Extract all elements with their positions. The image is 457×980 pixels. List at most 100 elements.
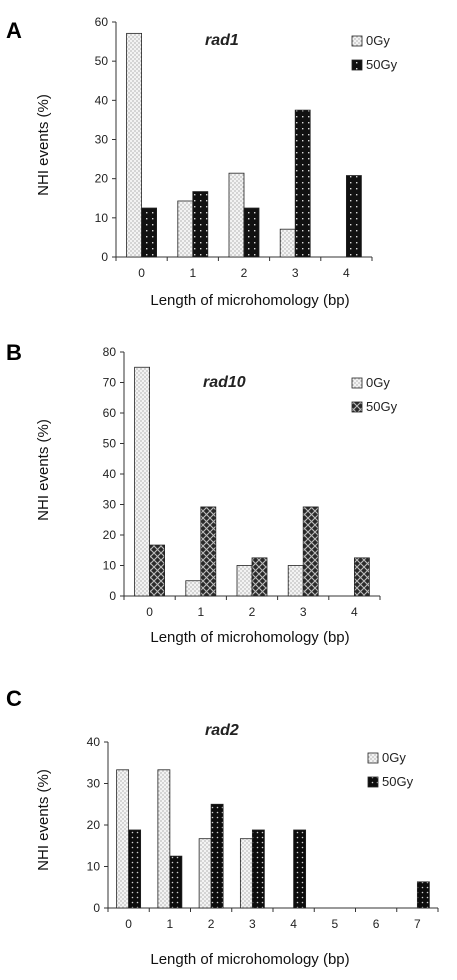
x-tick-label: 7 <box>414 917 421 931</box>
y-tick-label: 20 <box>95 172 109 186</box>
x-tick-label: 0 <box>146 605 153 619</box>
y-tick-label: 10 <box>95 211 109 225</box>
bar-0gy-2 <box>236 565 253 597</box>
legend-swatch-50gy <box>367 776 379 788</box>
x-tick-label: 0 <box>138 266 145 280</box>
bar-0gy-3 <box>287 565 304 597</box>
x-tick-label: 4 <box>343 266 350 280</box>
bar-50gy-3 <box>294 109 311 258</box>
y-tick-label: 60 <box>95 15 109 29</box>
bar-0gy-3 <box>239 838 253 909</box>
x-tick-label: 1 <box>197 605 204 619</box>
chart-title-a: rad1 <box>205 32 239 49</box>
legend-label-50gy: 50Gy <box>366 399 398 414</box>
x-tick-label: 3 <box>249 917 256 931</box>
x-tick-label: 3 <box>292 266 299 280</box>
y-tick-label: 40 <box>87 735 101 749</box>
bar-0gy-1 <box>157 769 171 909</box>
bar-50gy-3 <box>302 506 319 597</box>
panel-letter-a: A <box>6 18 22 43</box>
bar-50gy-1 <box>192 191 209 258</box>
y-tick-label: 30 <box>103 498 117 512</box>
y-tick-label: 0 <box>109 589 116 603</box>
legend-swatch-50gy <box>351 59 363 71</box>
chart-panel-b: B rad10 NHI events (%) Length of microho… <box>6 340 398 646</box>
chart-panel-c: C rad2 NHI events (%) Length of microhom… <box>6 686 439 968</box>
x-axis-label-a: Length of microhomology (bp) <box>150 292 349 309</box>
bar-0gy-0 <box>134 366 151 597</box>
bar-0gy-2 <box>198 838 212 909</box>
axes-a: 0 10 20 30 40 50 60 0 1 2 3 4 <box>95 15 373 280</box>
x-tick-label: 0 <box>125 917 132 931</box>
chart-title-b: rad10 <box>203 374 246 391</box>
y-tick-label: 20 <box>87 818 101 832</box>
y-tick-label: 50 <box>95 54 109 68</box>
bars-a <box>126 32 362 258</box>
bar-50gy-3 <box>251 829 265 909</box>
legend-label-50gy: 50Gy <box>382 774 414 789</box>
legend-label-50gy: 50Gy <box>366 57 398 72</box>
y-tick-label: 50 <box>103 437 117 451</box>
bar-50gy-0 <box>149 544 166 597</box>
bar-50gy-2 <box>210 803 224 909</box>
x-tick-label: 2 <box>249 605 256 619</box>
y-tick-label: 40 <box>95 93 109 107</box>
y-axis-label-a: NHI events (%) <box>35 94 52 196</box>
bar-50gy-4 <box>345 175 362 258</box>
legend-label-0gy: 0Gy <box>366 375 390 390</box>
legend-swatch-0gy <box>351 35 363 47</box>
y-tick-label: 70 <box>103 376 117 390</box>
bar-50gy-4 <box>353 557 370 597</box>
panel-letter-b: B <box>6 340 22 365</box>
legend-label-0gy: 0Gy <box>366 33 390 48</box>
legend-b: 0Gy 50Gy <box>351 375 398 414</box>
y-tick-label: 0 <box>101 250 108 264</box>
bars-b <box>134 366 370 597</box>
y-axis-label-b: NHI events (%) <box>35 419 52 521</box>
x-tick-label: 1 <box>189 266 196 280</box>
legend-c: 0Gy 50Gy <box>367 750 414 789</box>
x-tick-label: 4 <box>351 605 358 619</box>
x-tick-label: 3 <box>300 605 307 619</box>
bar-50gy-0 <box>141 207 158 258</box>
x-tick-label: 5 <box>332 917 339 931</box>
x-axis-label-b: Length of microhomology (bp) <box>150 629 349 646</box>
x-axis-label-c: Length of microhomology (bp) <box>150 951 349 968</box>
legend-swatch-0gy <box>351 377 363 389</box>
y-tick-label: 80 <box>103 345 117 359</box>
panel-letter-c: C <box>6 686 22 711</box>
y-tick-label: 0 <box>93 901 100 915</box>
bar-0gy-2 <box>228 172 245 258</box>
x-tick-label: 2 <box>241 266 248 280</box>
chart-title-c: rad2 <box>205 722 239 739</box>
bar-50gy-7 <box>416 881 430 909</box>
bar-0gy-0 <box>116 769 130 909</box>
y-tick-label: 40 <box>103 467 117 481</box>
chart-panel-a: A rad1 NHI events (%) Length of microhom… <box>6 15 398 309</box>
bar-50gy-1 <box>200 506 217 597</box>
axes-b: 0 10 20 30 40 50 60 70 80 0 1 2 3 4 <box>103 345 381 619</box>
bar-0gy-1 <box>177 200 194 258</box>
y-tick-label: 20 <box>103 528 117 542</box>
bar-0gy-3 <box>279 228 296 258</box>
y-tick-label: 10 <box>87 860 101 874</box>
x-tick-label: 6 <box>373 917 380 931</box>
legend-a: 0Gy 50Gy <box>351 33 398 72</box>
bar-50gy-2 <box>243 207 260 258</box>
x-tick-label: 1 <box>167 917 174 931</box>
bar-50gy-0 <box>128 829 142 909</box>
y-tick-label: 30 <box>87 777 101 791</box>
x-tick-label: 4 <box>290 917 297 931</box>
bar-0gy-0 <box>126 32 142 258</box>
y-tick-label: 30 <box>95 133 109 147</box>
y-axis-label-c: NHI events (%) <box>35 769 52 871</box>
bar-50gy-1 <box>169 855 183 909</box>
y-tick-label: 10 <box>103 559 117 573</box>
x-tick-label: 2 <box>208 917 215 931</box>
bar-50gy-2 <box>251 557 268 597</box>
bars-c <box>116 769 430 909</box>
legend-label-0gy: 0Gy <box>382 750 406 765</box>
legend-swatch-50gy <box>351 401 363 413</box>
bar-50gy-4 <box>293 829 307 909</box>
